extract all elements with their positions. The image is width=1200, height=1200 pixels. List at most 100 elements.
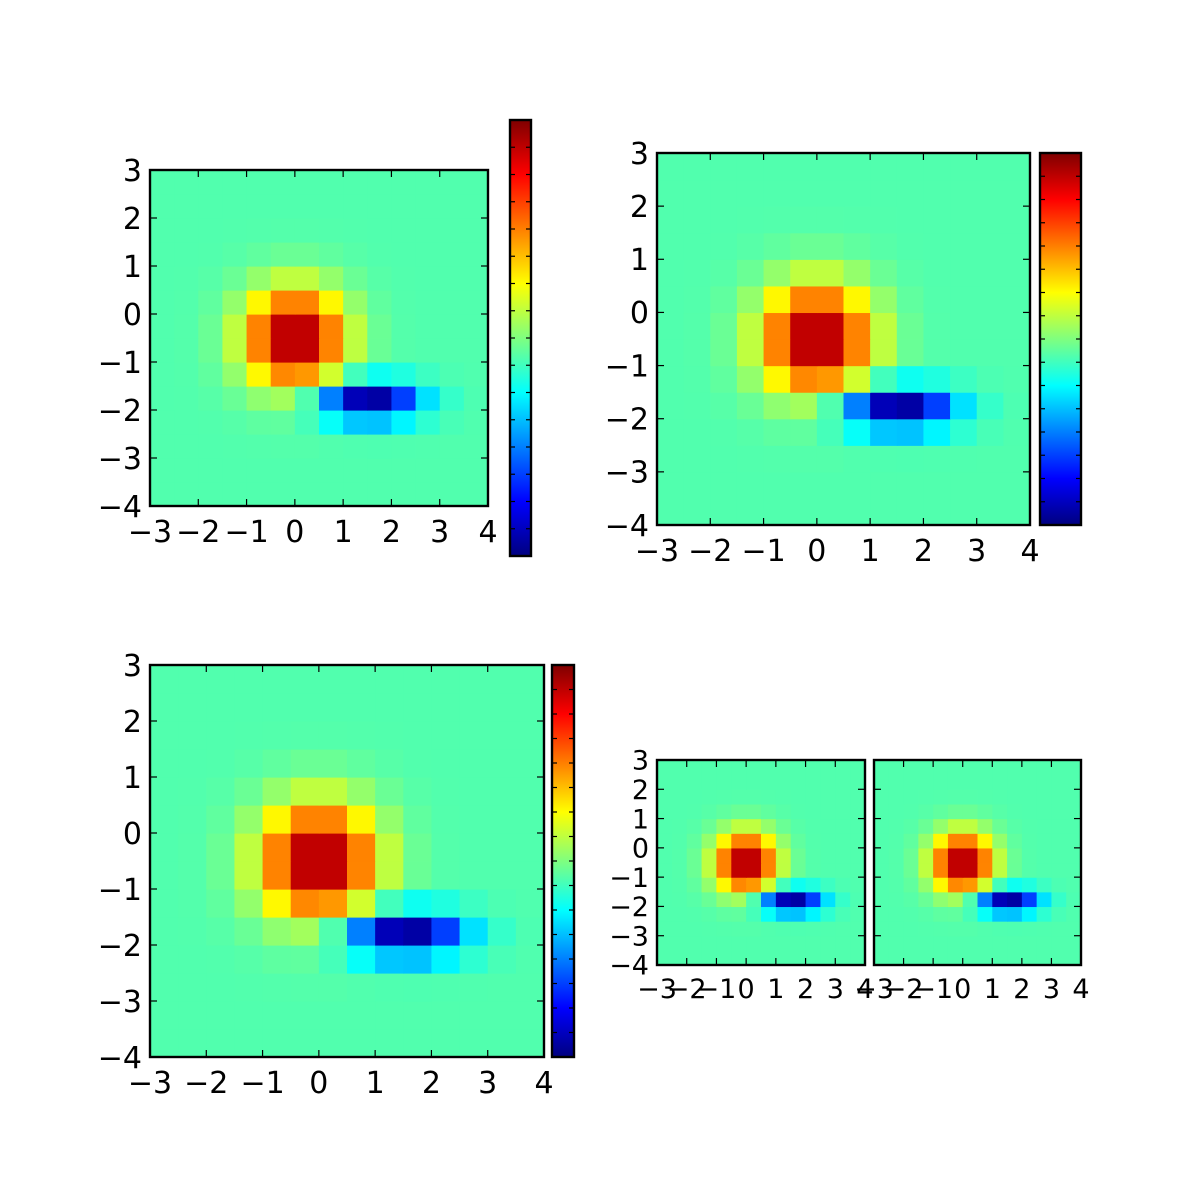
heatmap-cell xyxy=(1066,760,1082,776)
heatmap-cell xyxy=(222,194,248,219)
heatmap-cell xyxy=(962,833,979,849)
heatmap-cell xyxy=(174,242,199,267)
heatmap-cell xyxy=(686,906,703,922)
x-tick-label: 2 xyxy=(914,534,933,569)
heatmap-cell xyxy=(843,206,871,234)
heatmap-cell xyxy=(459,693,489,722)
heatmap-cell xyxy=(463,266,489,291)
heatmap-cell xyxy=(319,386,344,411)
colorbar xyxy=(550,663,576,1059)
heatmap-cell xyxy=(403,665,433,694)
heatmap-cell xyxy=(657,285,685,314)
heatmap-cell xyxy=(805,906,822,922)
heatmap-cell xyxy=(391,290,417,315)
heatmap-cell xyxy=(888,891,905,908)
heatmap-cell xyxy=(178,749,207,778)
heatmap-cell xyxy=(736,153,765,181)
heatmap-cell xyxy=(816,392,845,420)
heatmap-cell xyxy=(347,1029,376,1058)
heatmap-cell xyxy=(683,498,711,526)
heatmap-cell xyxy=(992,862,1008,878)
heatmap-cell xyxy=(222,362,248,387)
heatmap-cell xyxy=(459,861,489,890)
heatmap-cell xyxy=(431,1001,461,1030)
heatmap-cell xyxy=(874,950,890,966)
heatmap-cell xyxy=(850,891,866,908)
heatmap-cell xyxy=(903,847,919,864)
heatmap-cell xyxy=(318,665,348,694)
heatmap-cell xyxy=(962,877,979,893)
heatmap-cell xyxy=(262,777,292,806)
heatmap-cell xyxy=(1066,803,1082,820)
x-tick-label: 1 xyxy=(984,974,1001,1005)
heatmap-cell xyxy=(790,365,818,393)
heatmap-cell xyxy=(962,935,979,951)
heatmap-cell xyxy=(962,921,979,937)
heatmap-cell xyxy=(820,950,836,966)
heatmap-cell xyxy=(686,774,703,790)
heatmap-cell xyxy=(933,950,949,966)
heatmap-cell xyxy=(763,153,791,181)
heatmap-cell xyxy=(150,290,175,315)
heatmap-cell xyxy=(761,833,777,849)
heatmap-cell xyxy=(178,861,207,890)
heatmap-cell xyxy=(415,410,441,435)
heatmap-cell xyxy=(403,833,433,862)
heatmap-cell xyxy=(763,392,791,420)
axes-frame xyxy=(148,168,490,508)
heatmap-cell xyxy=(933,862,949,878)
heatmap-cell xyxy=(1003,471,1031,500)
heatmap-cell xyxy=(391,266,417,291)
heatmap-cell xyxy=(290,749,320,778)
heatmap-cell xyxy=(977,803,993,820)
heatmap-cell xyxy=(686,862,703,878)
heatmap-cell xyxy=(950,206,978,234)
heatmap-cell xyxy=(657,339,685,367)
heatmap-cell xyxy=(992,935,1008,951)
heatmap-cell xyxy=(262,1001,292,1030)
heatmap-cell xyxy=(775,877,792,893)
heatmap-cell xyxy=(290,917,320,946)
heatmap-cell xyxy=(874,818,890,834)
heatmap-cell xyxy=(1066,935,1082,951)
heatmap-cell xyxy=(347,889,376,918)
heatmap-cell xyxy=(178,945,207,974)
heatmap-cell xyxy=(234,693,264,722)
heatmap-cell xyxy=(896,232,925,260)
heatmap-cell xyxy=(367,218,393,243)
heatmap-cell xyxy=(775,950,792,966)
heatmap-cell xyxy=(290,693,320,722)
heatmap-cell xyxy=(367,290,393,315)
heatmap-cell xyxy=(1003,392,1031,420)
heatmap-cell xyxy=(820,774,836,790)
heatmap-cell xyxy=(150,973,179,1002)
heatmap-cell xyxy=(763,498,791,526)
panel-bottom-right-b: −3−2−1 0 1 2 3 4 xyxy=(854,758,1090,1005)
heatmap-cell xyxy=(976,179,1004,207)
heatmap-cell xyxy=(903,921,919,937)
heatmap-cell xyxy=(746,950,762,966)
heatmap-cell xyxy=(318,917,348,946)
heatmap-cell xyxy=(246,194,272,219)
x-tick-label: −1 xyxy=(913,974,953,1005)
heatmap-cell xyxy=(976,232,1004,260)
heatmap-cell xyxy=(763,285,791,314)
heatmap-cell xyxy=(463,194,489,219)
heatmap-cell xyxy=(270,266,296,291)
heatmap-cell xyxy=(403,1001,433,1030)
heatmap-cell xyxy=(246,434,272,459)
heatmap-cell xyxy=(178,805,207,834)
heatmap-cell xyxy=(816,232,845,260)
heatmap-cell xyxy=(923,339,951,367)
heatmap-cell xyxy=(731,877,747,893)
heatmap-cell xyxy=(1036,833,1053,849)
heatmap-cell xyxy=(1051,935,1067,951)
heatmap-cell xyxy=(761,906,777,922)
heatmap-cell xyxy=(178,973,207,1002)
heatmap-cell xyxy=(459,973,489,1002)
heatmap-cell xyxy=(731,921,747,937)
heatmap-cell xyxy=(198,266,224,291)
heatmap-cell xyxy=(736,259,765,287)
x-tick-label: 0 xyxy=(285,515,304,550)
